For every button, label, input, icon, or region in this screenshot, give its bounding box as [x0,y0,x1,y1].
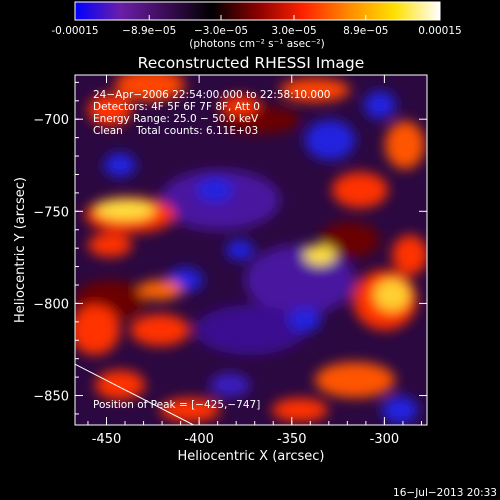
emission-blob [95,200,155,220]
y-axis-title: Heliocentric Y (arcsec) [13,177,28,323]
y-tick-label: −750 [33,205,69,220]
emission-blob [272,398,328,422]
emission-blob [220,95,260,115]
colorbar-frame [74,1,441,21]
emission-blob [320,222,380,258]
y-tick-label: −850 [33,390,69,405]
emission-blob [364,91,396,119]
colorbar-fill [75,2,440,20]
info-annotations: 24−Apr−2006 22:54:00.000 to 22:58:10.000… [93,89,330,411]
method-counts-text: Clean Total counts: 6.11E+03 [93,125,258,137]
emission-blob [104,153,136,177]
colorbar-ticks: -0.00015 −8.9e−05 −3.0e−05 3.0e−05 8.9e−05 0.… [51,15,462,37]
colorbar-tick-label: -0.00015 [51,25,98,37]
colorbar-tick-label: −3.0e−05 [194,25,248,37]
y-tick-label: −700 [33,113,69,128]
x-axis-title: Heliocentric X (arcsec) [178,449,325,464]
emission-blob [88,233,132,257]
peak-position-text: Position of Peak = [−425,−747] [93,399,260,411]
colorbar: -0.00015 −8.9e−05 −3.0e−05 3.0e−05 8.9e−05 0.… [51,1,462,50]
emission-blob [304,245,336,265]
plot-frame [74,74,428,426]
colorbar-unit-label: (photons cm⁻² s⁻¹ asec⁻²) [189,38,324,50]
time-range-text: 24−Apr−2006 22:54:00.000 to 22:58:10.000 [93,89,330,101]
emission-blob [382,396,418,424]
emission-blob [392,235,427,275]
energy-range-text: Energy Range: 25.0 − 50.0 keV [93,113,259,125]
emission-blob [305,120,355,160]
emission-blob [332,172,388,208]
x-tick-label: -450 [92,432,122,447]
colorbar-tick-label: 8.9e−05 [343,25,388,37]
emission-blob [197,178,233,202]
emission-blob [289,308,321,332]
emission-blob [315,362,395,398]
x-tick-label: -350 [277,432,307,447]
emission-blob [226,240,254,260]
x-tick-label: -400 [184,432,214,447]
y-axis: −700 −750 −800 −850 [33,81,427,415]
colorbar-tick-label: −8.9e−05 [122,25,176,37]
x-tick-label: -300 [370,432,400,447]
plot-area [75,75,427,425]
emission-field [75,75,427,424]
emission-blob [195,305,305,355]
solar-limb-line [75,363,194,425]
detectors-text: Detectors: 4F 5F 6F 7F 8F, Att 0 [93,101,260,113]
emission-blob [130,314,190,346]
emission-blob [385,121,425,169]
emission-blob [75,305,120,355]
emission-blob [374,279,410,311]
y-tick-label: −800 [33,297,69,312]
x-axis: -450 -400 -350 -300 [87,75,422,447]
emission-blob [115,75,185,101]
emission-blob [88,94,132,126]
colorbar-tick-label: 0.00015 [418,25,461,37]
colorbar-tick-label: 3.0e−05 [271,25,316,37]
emission-blob [210,373,250,397]
plot-title: Reconstructed RHESSI Image [138,54,365,72]
emission-blob [280,78,350,102]
emission-blob [95,370,145,400]
footer-timestamp: 16−Jul−2013 20:33 [393,487,497,499]
emission-blob [138,280,182,300]
